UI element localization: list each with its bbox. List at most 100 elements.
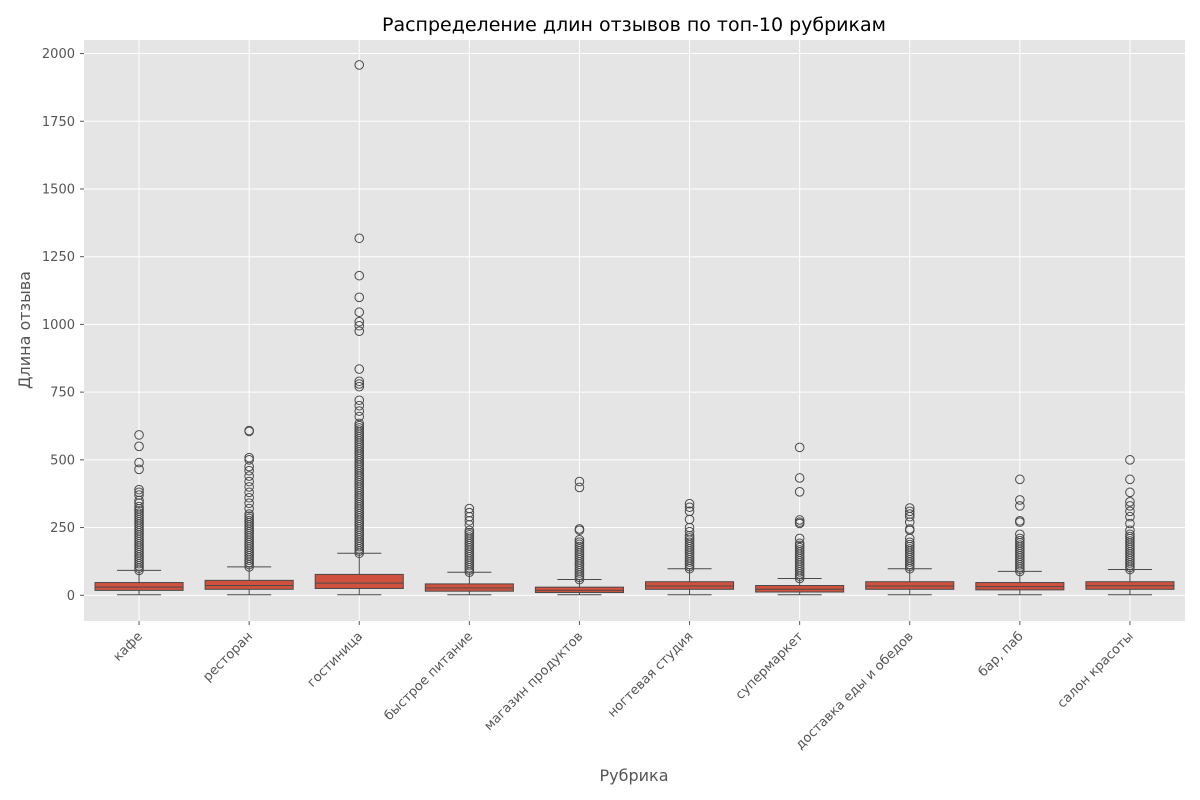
outlier-point [904, 506, 915, 517]
outlier-point [904, 537, 915, 548]
outlier-point [1125, 497, 1135, 507]
outlier-point [354, 379, 365, 389]
outlier-point [464, 525, 475, 536]
outlier-point [794, 538, 805, 549]
box-body [94, 582, 184, 591]
box-group [755, 442, 845, 596]
outlier-point [574, 482, 585, 493]
outlier-point [354, 316, 365, 327]
outlier-point [1015, 535, 1025, 546]
outlier-point [244, 471, 254, 481]
outlier-point [354, 420, 365, 431]
y-axis-label: Длина отзыва [15, 271, 34, 389]
box-body [645, 581, 735, 590]
boxes [94, 60, 1175, 596]
box-group [865, 503, 955, 596]
outlier-point [1125, 501, 1135, 511]
outlier-point [134, 501, 144, 512]
outlier-point [134, 506, 144, 516]
outlier-point [134, 484, 144, 495]
outlier-point [244, 515, 254, 526]
box-group [424, 503, 514, 596]
outlier-point [134, 508, 144, 518]
outlier-point [134, 490, 144, 500]
outlier-point [1015, 515, 1025, 526]
outlier-point [1015, 474, 1025, 485]
outlier-point [1125, 511, 1135, 522]
outlier-point [794, 486, 805, 497]
outlier-point [904, 544, 915, 554]
outlier-point [354, 320, 365, 331]
outlier-point [1125, 506, 1135, 517]
outlier-point [244, 498, 254, 508]
outlier-point [1015, 495, 1025, 505]
outlier-point [794, 515, 805, 525]
outlier-point [684, 506, 695, 517]
outlier-point [464, 530, 475, 540]
outlier-point [354, 376, 365, 387]
box-group [314, 60, 404, 596]
outlier-point [354, 233, 365, 244]
outlier-point [1125, 536, 1135, 546]
y-tick-label: 500 [50, 453, 75, 468]
outlier-point [904, 524, 915, 534]
outlier-point [244, 511, 254, 522]
outlier-point [1125, 487, 1135, 498]
outlier-point [1015, 501, 1025, 511]
outlier-point [354, 307, 365, 318]
outlier-point [134, 464, 144, 475]
outlier-point [574, 537, 585, 547]
outlier-point [794, 533, 805, 544]
outlier-point [134, 457, 144, 468]
outlier-point [794, 542, 805, 553]
outlier-point [904, 539, 915, 550]
outlier-point [244, 487, 254, 498]
y-tick-label: 1750 [42, 115, 75, 130]
outlier-point [1015, 529, 1025, 540]
outlier-point [354, 292, 365, 303]
outlier-point [1015, 540, 1025, 550]
outlier-point [794, 540, 805, 551]
y-tick-label: 250 [50, 521, 75, 536]
outlier-point [354, 381, 365, 392]
y-tick-label: 1250 [42, 250, 75, 265]
outlier-point [1015, 533, 1025, 544]
outlier-point [134, 430, 144, 440]
plot-area [84, 40, 1185, 621]
outlier-point [354, 425, 365, 435]
chart-title: Распределение длин отзывов по топ-10 руб… [382, 14, 886, 36]
outlier-point [1125, 529, 1135, 540]
outlier-point [354, 406, 365, 416]
box-body [865, 581, 955, 590]
outlier-point [684, 526, 695, 537]
outlier-point [1125, 474, 1135, 485]
outlier-point [244, 425, 254, 436]
y-tick-label: 2000 [42, 47, 75, 62]
outlier-point [1125, 531, 1135, 542]
outlier-point [574, 539, 585, 550]
y-tick-label: 1500 [42, 182, 75, 197]
box-body [534, 586, 624, 594]
box-body [204, 579, 294, 590]
outlier-point [684, 498, 695, 509]
outlier-point [354, 364, 365, 374]
outlier-point [464, 503, 475, 514]
outlier-point [354, 326, 365, 336]
outlier-point [244, 452, 254, 463]
outlier-point [574, 476, 585, 487]
y-tick-label: 0 [67, 589, 75, 604]
box-group [94, 430, 184, 596]
outlier-point [134, 487, 144, 498]
box-group [534, 476, 624, 596]
box-group [1085, 455, 1175, 596]
outlier-point [354, 418, 365, 429]
outlier-point [464, 507, 475, 518]
outlier-point [354, 423, 365, 433]
y-axis-ticks: 0 250 500 750 1000 1250 1500 1750 2000 [42, 47, 84, 604]
outlier-point [134, 441, 144, 452]
outlier-point [354, 400, 365, 411]
outlier-point [794, 473, 805, 483]
outlier-point [244, 509, 254, 519]
outlier-point [794, 442, 805, 453]
